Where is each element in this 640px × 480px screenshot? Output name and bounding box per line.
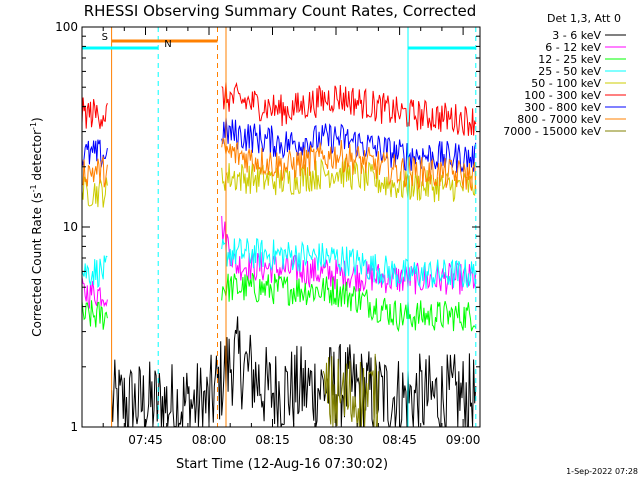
legend-label-6-12-kev: 6 - 12 keV (545, 41, 601, 54)
series-line-6-12-kev (81, 215, 477, 309)
y-axis-label-base: Corrected Count Rate (s (30, 192, 44, 336)
legend-label-50-100-kev: 50 - 100 keV (531, 77, 601, 90)
y-tick-label: 10 (63, 220, 78, 234)
annotation-label-n: N (164, 39, 171, 50)
x-tick-label: 08:15 (255, 433, 290, 447)
legend-label-3-6-kev: 3 - 6 keV (552, 29, 601, 42)
y-axis-label-end: ) (30, 117, 44, 122)
series-line-7000-15000-kev (322, 353, 379, 428)
y-axis-label-sup1: -1 (29, 184, 38, 192)
legend-label-12-25-kev: 12 - 25 keV (538, 53, 601, 66)
legend-label-100-300-kev: 100 - 300 keV (524, 89, 601, 102)
legend-label-300-800-kev: 300 - 800 keV (524, 101, 601, 114)
series-line-100-300-kev (81, 81, 477, 136)
y-axis-label-sup2: -1 (29, 122, 38, 130)
legend-label-7000-15000-kev: 7000 - 15000 keV (503, 125, 601, 138)
series-line-12-25-kev (81, 273, 477, 333)
y-tick-label: 1 (70, 420, 78, 434)
legend-header: Det 1,3, Att 0 (547, 12, 621, 25)
series-line-800-7000-kev (81, 138, 477, 192)
series-line-50-100-kev (81, 157, 477, 208)
x-axis-label: Start Time (12-Aug-16 07:30:02) (176, 457, 388, 472)
x-tick-label: 07:45 (128, 433, 163, 447)
annotation-label-s: S (102, 32, 108, 43)
series-line-3-6-kev (111, 316, 477, 428)
legend-label-800-7000-kev: 800 - 7000 keV (517, 113, 601, 126)
x-tick-label: 09:00 (446, 433, 481, 447)
y-axis-label: Corrected Count Rate (s-1 detector-1) (29, 117, 44, 336)
x-tick-label: 08:30 (319, 433, 354, 447)
series-line-300-800-kev (81, 117, 477, 173)
footer-date: 1-Sep-2022 07:28 (566, 467, 638, 476)
y-tick-label: 100 (55, 20, 78, 34)
series-line-25-50-kev (81, 237, 477, 290)
plot-area: SN (81, 27, 477, 428)
chart-title: RHESSI Observing Summary Count Rates, Co… (84, 2, 477, 20)
axes: 07:45 08:00 08:15 08:30 08:45 09:00 1 10 100 (55, 20, 480, 447)
x-tick-label: 08:45 (382, 433, 417, 447)
legend-label-25-50-kev: 25 - 50 keV (538, 65, 601, 78)
y-axis-label-mid: detector (30, 130, 44, 185)
x-tick-label: 08:00 (192, 433, 227, 447)
